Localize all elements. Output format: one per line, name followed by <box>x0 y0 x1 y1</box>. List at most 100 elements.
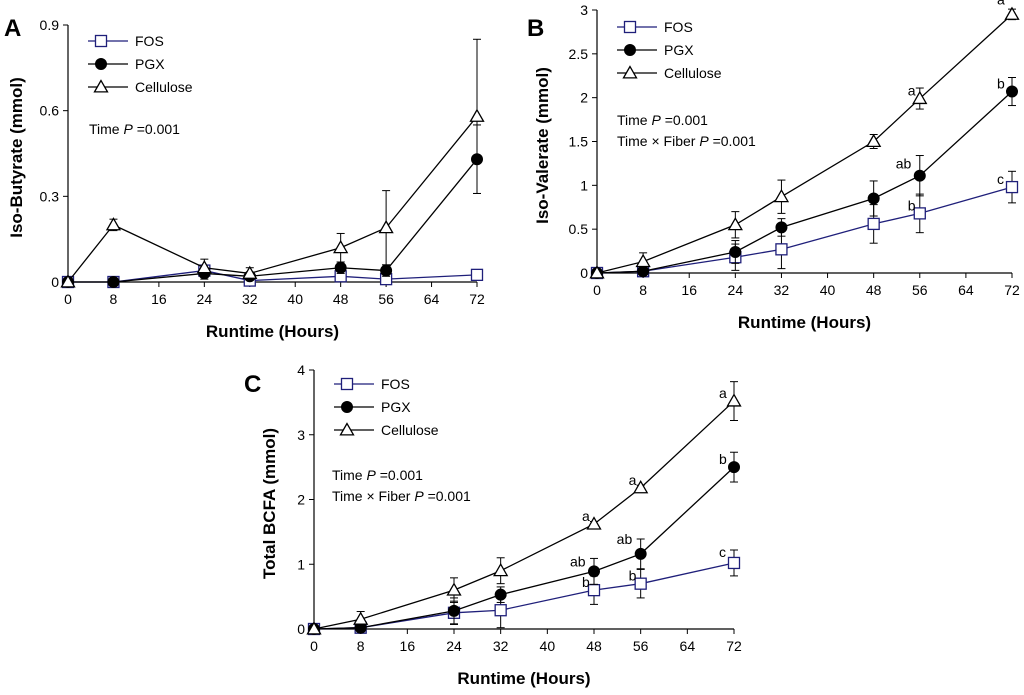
significance-letter: a <box>582 508 590 524</box>
stat-text: Time × Fiber P =0.001 <box>332 488 471 504</box>
data-point-cellulose <box>333 239 349 254</box>
data-point-fos <box>634 577 647 590</box>
data-point-pgx <box>913 169 926 182</box>
legend-marker-cellulose <box>93 79 109 93</box>
legend-label-cellulose: Cellulose <box>135 79 193 95</box>
y-tick-label: 2.5 <box>569 46 589 62</box>
significance-letter: b <box>629 568 637 584</box>
y-tick-label: 0.3 <box>40 188 60 204</box>
stat-text: Time P =0.001 <box>617 112 708 128</box>
x-tick-label: 48 <box>333 291 349 307</box>
data-point-fos <box>867 217 880 231</box>
panel-c-total-bcfa: 0 8 16 24 32 40 48 56 64 72 0 1 2 3 4 Runtime (Hours) To… <box>244 362 742 688</box>
data-point-pgx <box>448 604 460 617</box>
x-tick-label: 8 <box>357 638 365 654</box>
x-tick-label: 16 <box>400 638 416 654</box>
stat-text: Time P =0.001 <box>89 121 180 137</box>
stat-text-segment: =0.001 <box>133 121 180 137</box>
stat-text-segment: =0.001 <box>424 488 471 504</box>
panel-letter: A <box>4 15 21 42</box>
data-point-cellulose <box>242 265 258 279</box>
legend-label-pgx: PGX <box>664 42 694 58</box>
y-tick-label: 1 <box>297 556 305 572</box>
y-tick-label: 0.9 <box>40 17 60 33</box>
x-tick-label: 64 <box>680 638 696 654</box>
data-point-fos <box>775 243 788 256</box>
significance-letter: ab <box>896 156 912 172</box>
panel-a-iso-butyrate: 0 8 16 24 32 40 48 56 64 72 0 0.3 0.6 0.9 Runtime (Hou… <box>4 15 485 341</box>
stat-text-segment: Time <box>617 112 651 128</box>
x-tick-label: 56 <box>912 282 928 298</box>
significance-letter: c <box>719 544 726 560</box>
data-point-cellulose <box>493 562 509 577</box>
data-point-fos <box>1005 180 1019 194</box>
data-point-fos <box>494 604 507 617</box>
x-tick-label: 56 <box>633 638 649 654</box>
y-tick-label: 4 <box>297 362 305 378</box>
stat-text-segment: P <box>699 133 709 149</box>
y-axis-title: Iso-Butyrate (mmol) <box>7 77 26 238</box>
legend-marker-fos <box>94 34 108 48</box>
x-tick-label: 0 <box>310 638 318 654</box>
significance-letter: a <box>719 385 727 401</box>
x-tick-label: 24 <box>197 291 213 307</box>
stat-text-segment: Time <box>332 467 366 483</box>
y-axis-title: Total BCFA (mmol) <box>260 428 279 579</box>
legend-marker-fos <box>340 377 354 391</box>
y-tick-label: 0.6 <box>40 103 60 119</box>
data-point-cellulose <box>353 611 369 625</box>
data-point-cellulose <box>105 217 122 231</box>
significance-letter: b <box>997 76 1005 92</box>
y-tick-label: 1 <box>580 177 588 193</box>
legend-marker-fos <box>623 20 637 34</box>
legend-label-cellulose: Cellulose <box>381 422 439 438</box>
panel-letter: B <box>527 15 544 42</box>
legend-label-cellulose: Cellulose <box>664 65 722 81</box>
x-tick-label: 72 <box>726 638 742 654</box>
x-tick-label: 16 <box>681 282 697 298</box>
data-point-cellulose <box>446 582 462 596</box>
series-line-fos <box>596 186 1013 274</box>
panel-b-iso-valerate: 0 8 16 24 32 40 48 56 64 72 0 0.5 1 1.5 2 2.5 3 Runtime (… <box>527 0 1020 332</box>
significance-letter: a <box>629 472 637 488</box>
legend-marker-pgx <box>624 44 636 56</box>
legend-marker-cellulose <box>622 65 638 79</box>
x-tick-label: 40 <box>287 291 303 307</box>
data-point-pgx <box>334 261 347 274</box>
data-point-fos <box>587 584 601 597</box>
x-tick-label: 32 <box>774 282 790 298</box>
legend-marker-pgx <box>95 58 107 70</box>
data-point-cellulose <box>773 188 790 203</box>
x-tick-label: 56 <box>378 291 394 307</box>
significance-letter: b <box>908 197 916 213</box>
x-tick-label: 24 <box>446 638 462 654</box>
data-point-cellulose <box>912 90 928 105</box>
significance-letter: ab <box>617 531 633 547</box>
data-point-pgx <box>380 264 393 277</box>
data-point-cellulose <box>586 516 602 530</box>
data-point-cellulose <box>196 259 212 274</box>
series-line-fos <box>313 562 735 630</box>
data-point-pgx <box>867 192 880 205</box>
legend-marker-pgx <box>341 401 353 413</box>
stat-text: Time × Fiber P =0.001 <box>617 133 756 149</box>
x-tick-label: 72 <box>1004 282 1020 298</box>
x-tick-label: 64 <box>424 291 440 307</box>
stat-text-segment: Time × Fiber <box>332 488 414 504</box>
data-point-pgx <box>634 547 647 560</box>
x-tick-label: 16 <box>151 291 167 307</box>
legend-marker-cellulose <box>339 422 355 436</box>
stat-text-segment: Time <box>89 121 123 137</box>
x-axis-title: Runtime (Hours) <box>738 313 871 332</box>
stat-text-segment: =0.001 <box>709 133 756 149</box>
data-point-pgx <box>728 461 740 474</box>
legend: FOS PGX Cellulose <box>88 33 193 95</box>
y-tick-label: 3 <box>580 2 588 18</box>
stat-text-segment: =0.001 <box>376 467 423 483</box>
significance-letter: ab <box>570 553 586 569</box>
stat-text-segment: =0.001 <box>661 112 708 128</box>
data-point-cellulose <box>866 133 882 148</box>
data-point-pgx <box>1006 85 1018 98</box>
data-point-cellulose <box>726 393 742 407</box>
x-axis-title: Runtime (Hours) <box>457 669 590 688</box>
